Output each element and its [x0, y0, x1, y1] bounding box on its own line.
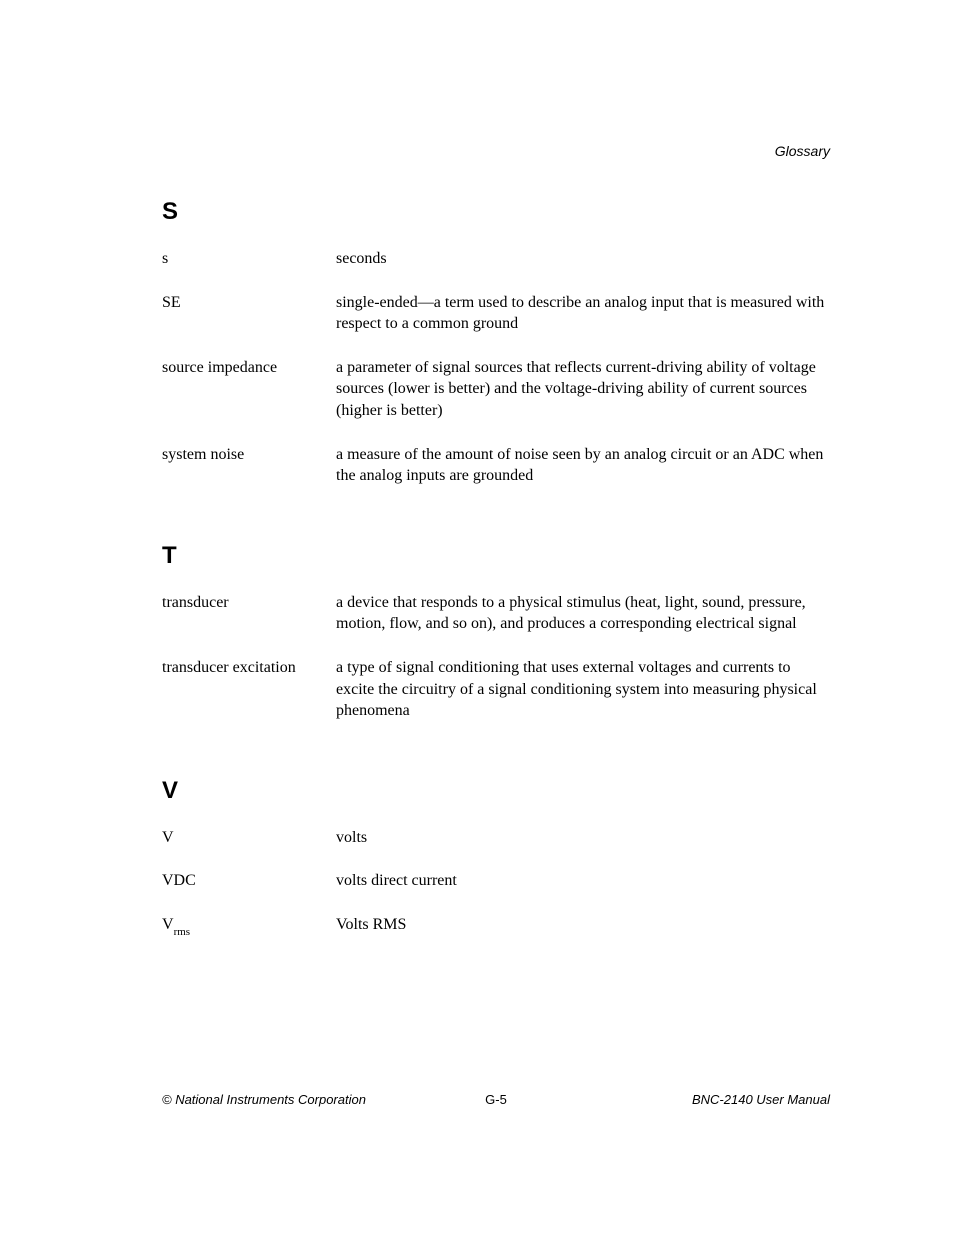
term-base: V — [162, 916, 174, 933]
glossary-definition: volts — [336, 827, 830, 849]
glossary-entry: transducer a device that responds to a p… — [162, 592, 830, 635]
glossary-term: V — [162, 827, 336, 849]
glossary-entry: transducer excitation a type of signal c… — [162, 657, 830, 722]
page-content: S s seconds SE single-ended—a term used … — [0, 0, 954, 938]
section-letter-t: T — [162, 542, 830, 570]
glossary-definition: a measure of the amount of noise seen by… — [336, 444, 830, 487]
glossary-entry: Vrms Volts RMS — [162, 914, 830, 938]
glossary-term: source impedance — [162, 357, 336, 422]
glossary-entry: system noise a measure of the amount of … — [162, 444, 830, 487]
footer-page-number: G-5 — [485, 1092, 507, 1107]
header-label: Glossary — [775, 143, 830, 159]
footer-copyright: © National Instruments Corporation — [162, 1092, 366, 1107]
glossary-entry: SE single-ended—a term used to describe … — [162, 292, 830, 335]
glossary-definition: a type of signal conditioning that uses … — [336, 657, 830, 722]
glossary-term: Vrms — [162, 914, 336, 938]
glossary-term: transducer — [162, 592, 336, 635]
glossary-definition: a parameter of signal sources that refle… — [336, 357, 830, 422]
glossary-entry: s seconds — [162, 248, 830, 270]
glossary-term: system noise — [162, 444, 336, 487]
glossary-entry: source impedance a parameter of signal s… — [162, 357, 830, 422]
glossary-definition: Volts RMS — [336, 914, 830, 938]
glossary-entry: V volts — [162, 827, 830, 849]
section-letter-v: V — [162, 777, 830, 805]
glossary-term: SE — [162, 292, 336, 335]
glossary-term: transducer excitation — [162, 657, 336, 722]
glossary-entry: VDC volts direct current — [162, 870, 830, 892]
glossary-definition: a device that responds to a physical sti… — [336, 592, 830, 635]
glossary-term: VDC — [162, 870, 336, 892]
page-footer: © National Instruments Corporation G-5 B… — [162, 1092, 830, 1107]
section-letter-s: S — [162, 198, 830, 226]
glossary-definition: single-ended—a term used to describe an … — [336, 292, 830, 335]
glossary-term: s — [162, 248, 336, 270]
term-subscript: rms — [174, 926, 191, 938]
footer-manual-title: BNC-2140 User Manual — [692, 1092, 830, 1107]
glossary-definition: volts direct current — [336, 870, 830, 892]
glossary-definition: seconds — [336, 248, 830, 270]
